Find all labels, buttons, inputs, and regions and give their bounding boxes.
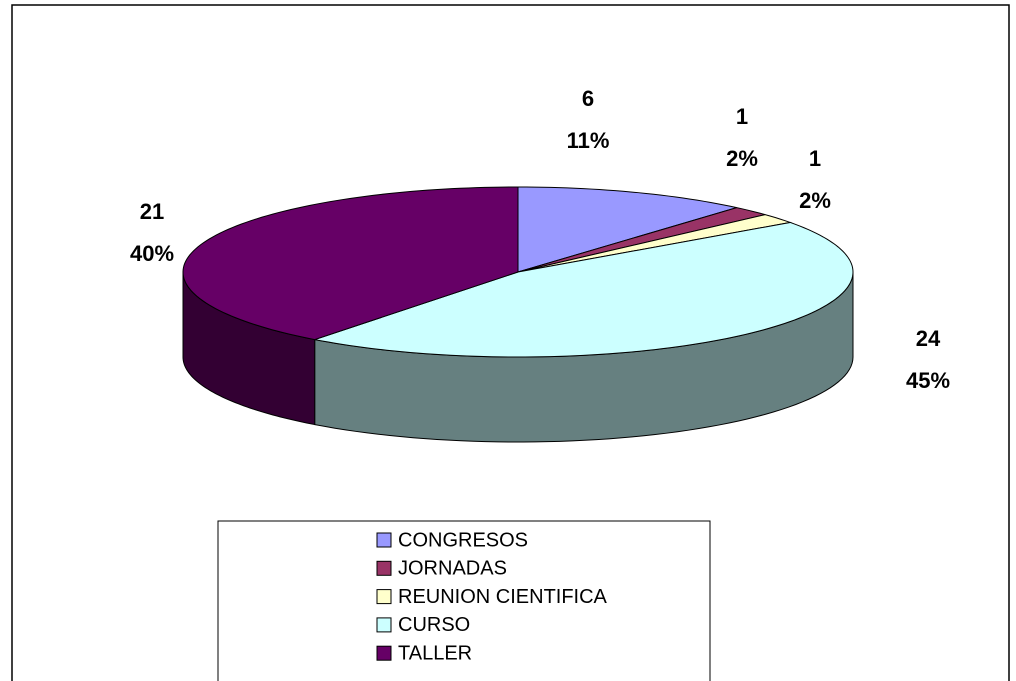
legend-label: CONGRESOS [398, 529, 528, 551]
data-label: 21 [140, 199, 164, 224]
legend-swatch [376, 589, 392, 605]
legend-swatch [376, 645, 392, 661]
data-label: 45% [906, 368, 950, 393]
data-label: 24 [916, 326, 941, 351]
data-label: 6 [582, 86, 594, 111]
data-label: 40% [130, 241, 174, 266]
legend-label: TALLER [398, 642, 472, 664]
pie-slice [517, 186, 737, 273]
legend-swatch [376, 560, 392, 576]
legend-label: CURSO [398, 614, 470, 636]
data-label: 2% [726, 146, 758, 171]
legend-box [217, 520, 711, 681]
data-label: 2% [799, 188, 831, 213]
legend-label: REUNION CIENTIFICA [398, 586, 608, 608]
pie-slice [312, 221, 854, 358]
data-label: 1 [809, 146, 821, 171]
pie-slice [182, 186, 519, 341]
data-label: 1 [736, 104, 748, 129]
legend-swatch [376, 617, 392, 633]
data-label: 11% [567, 128, 610, 153]
legend-label: JORNADAS [398, 558, 507, 580]
legend-swatch [376, 532, 392, 548]
